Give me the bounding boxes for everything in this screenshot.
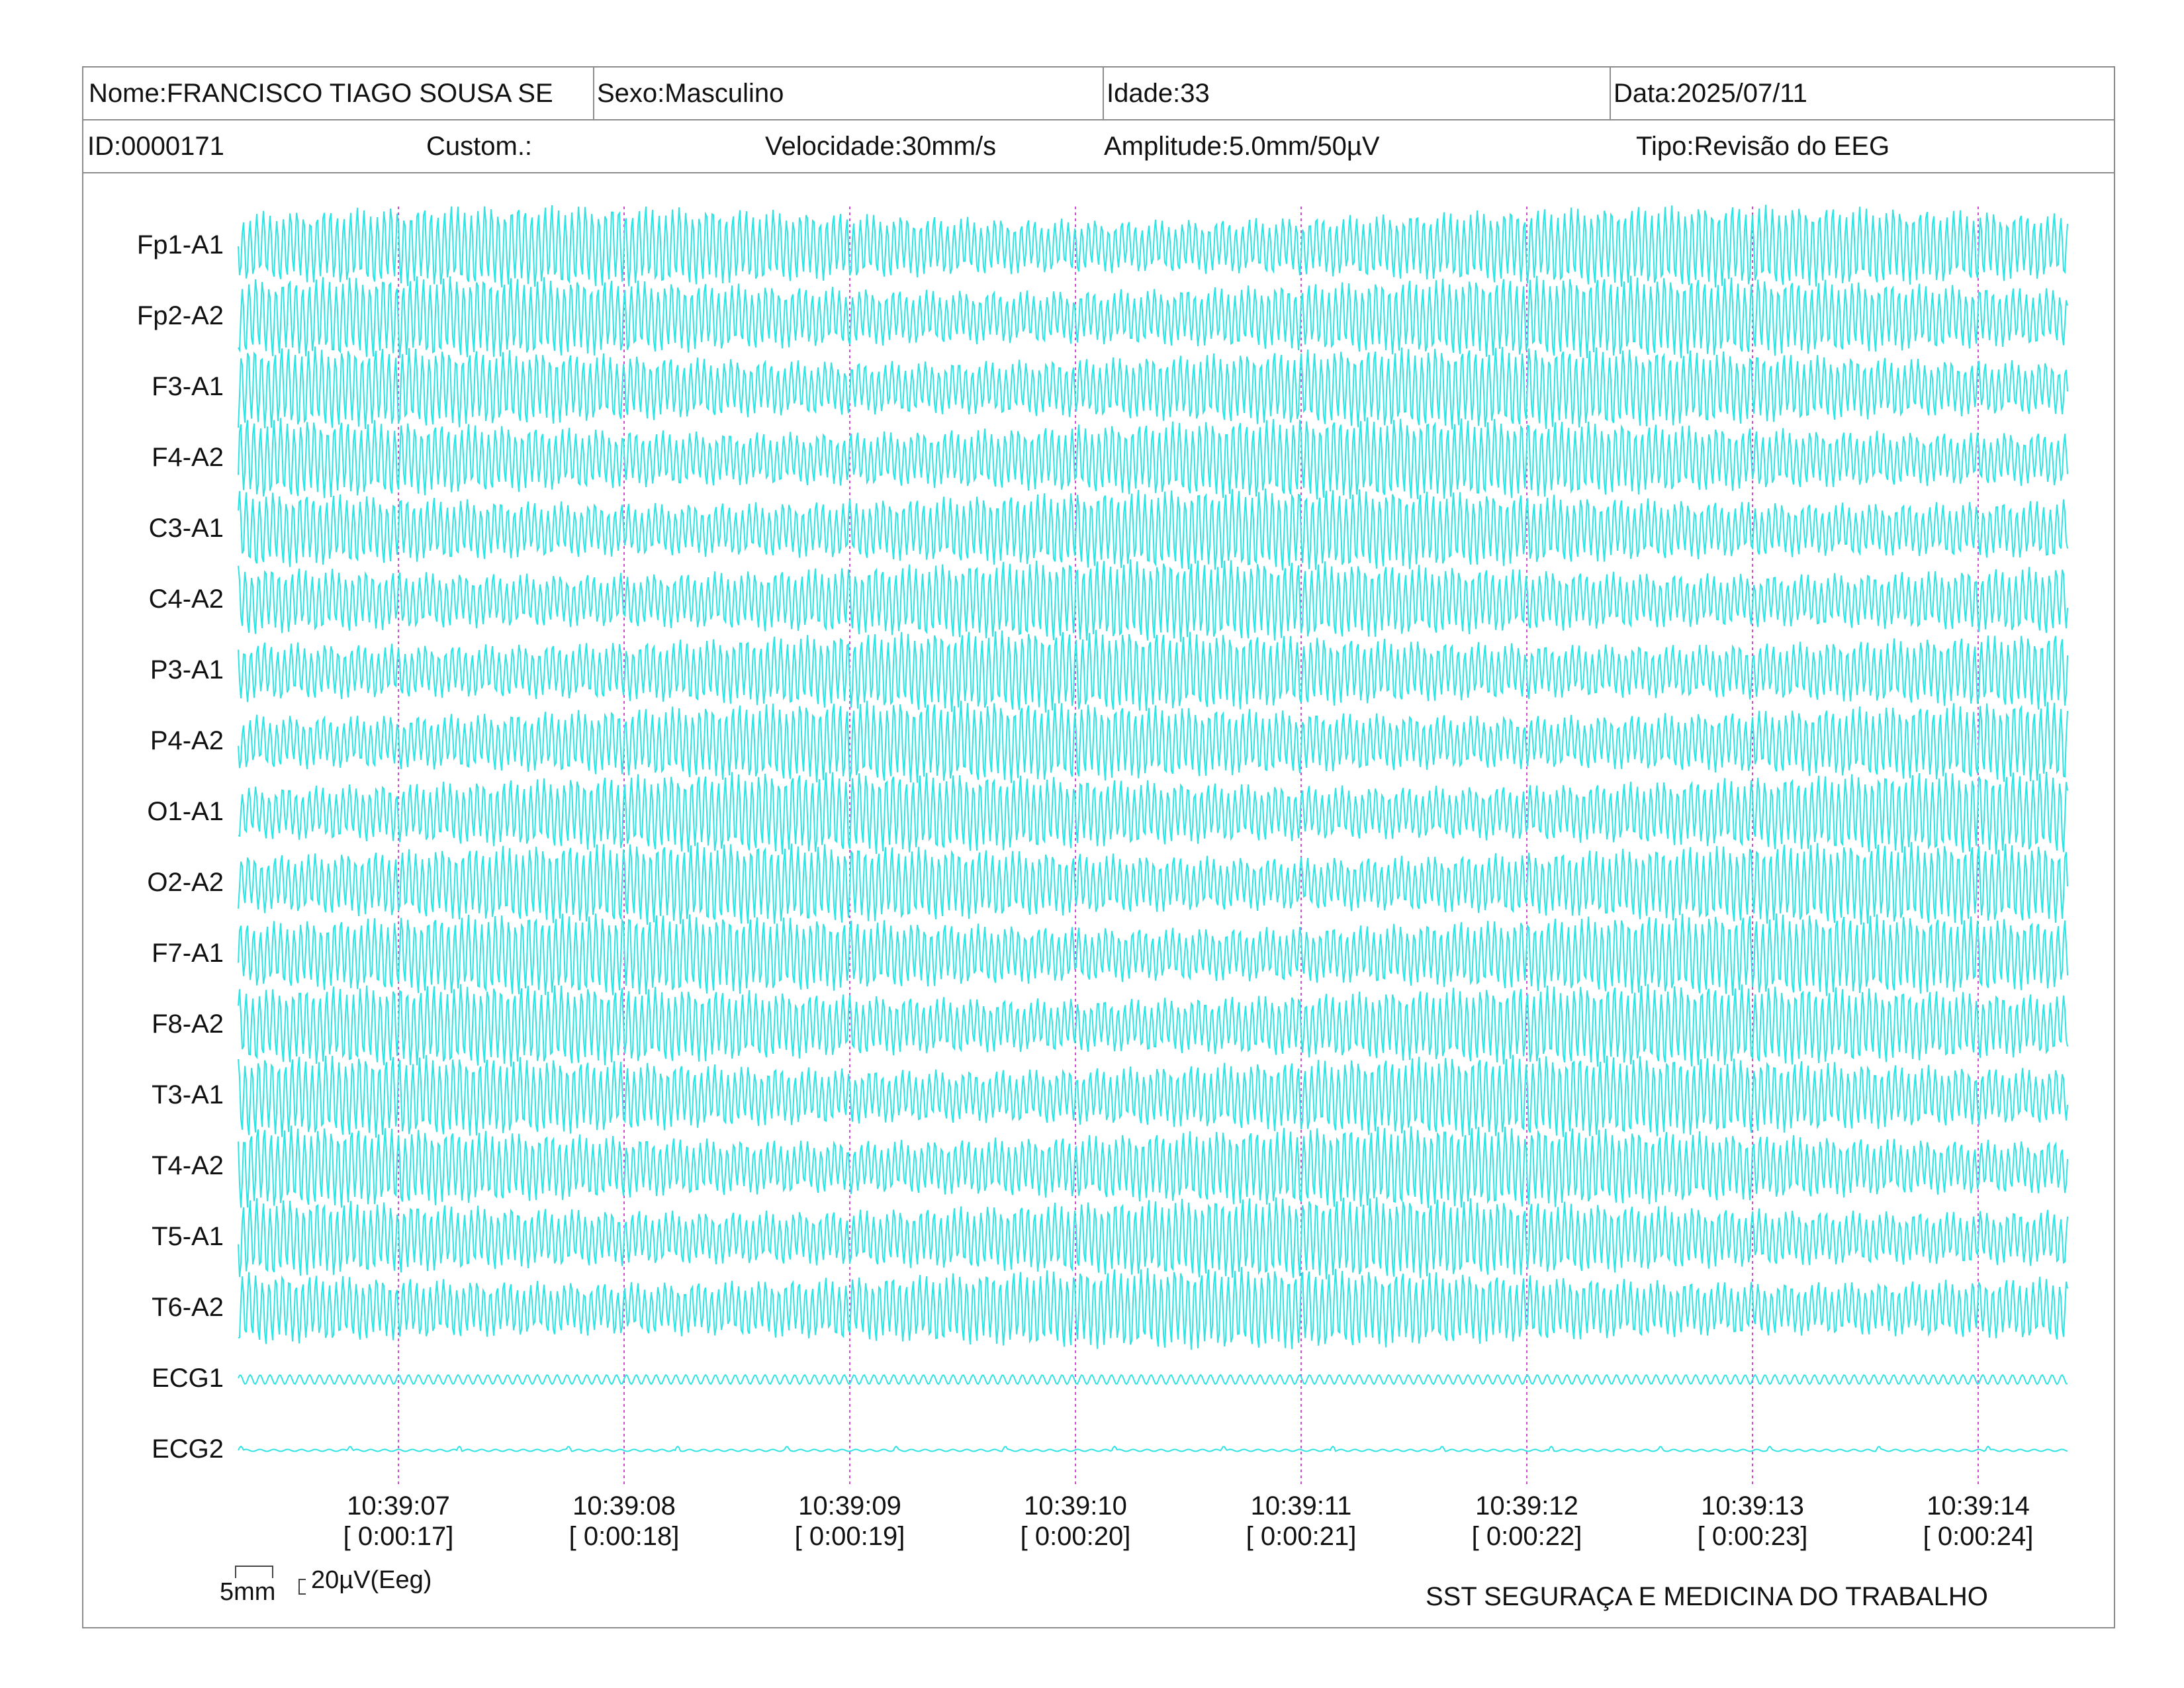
- channel-label: O2-A2: [147, 868, 224, 897]
- channel-label: F4-A2: [152, 443, 224, 472]
- time-mark-label: 10:39:13[ 0:00:23]: [1673, 1491, 1832, 1552]
- channel-label: F8-A2: [152, 1009, 224, 1039]
- time-mark-label: 10:39:11[ 0:00:21]: [1222, 1491, 1381, 1552]
- time-mark-clock: 10:39:14: [1927, 1491, 2030, 1521]
- header-divider: [1103, 68, 1104, 119]
- channel-trace: [238, 489, 2068, 571]
- time-mark-label: 10:39:08[ 0:00:18]: [545, 1491, 704, 1552]
- header-divider: [1610, 68, 1611, 119]
- time-mark-label: 10:39:14[ 0:00:24]: [1899, 1491, 2058, 1552]
- channel-trace: [238, 1374, 2068, 1385]
- time-mark-elapsed: [ 0:00:18]: [569, 1522, 680, 1551]
- time-mark-clock: 10:39:07: [347, 1491, 450, 1521]
- time-mark-label: 10:39:10[ 0:00:20]: [996, 1491, 1155, 1552]
- channel-label: P3-A1: [150, 655, 224, 684]
- channel-label: F7-A1: [152, 939, 224, 968]
- record-date: Data:2025/07/11: [1614, 78, 1807, 108]
- paper-speed: Velocidade:30mm/s: [765, 131, 997, 161]
- time-scale-label: 5mm: [220, 1578, 276, 1606]
- channel-trace: [238, 984, 2068, 1067]
- time-mark-label: 10:39:12[ 0:00:22]: [1447, 1491, 1606, 1552]
- time-mark-clock: 10:39:08: [572, 1491, 676, 1521]
- header-row-recording: ID:0000171 Custom.: Velocidade:30mm/s Am…: [83, 120, 2114, 173]
- channel-trace: [238, 1197, 2068, 1280]
- channel-trace: [238, 559, 2068, 642]
- channel-label: C3-A1: [148, 514, 224, 543]
- channel-trace: [238, 275, 2068, 359]
- amplitude-scale-bar: [298, 1579, 306, 1595]
- channel-trace: [238, 1267, 2068, 1350]
- channel-trace: [238, 205, 2068, 288]
- channel-label: ECG1: [152, 1364, 224, 1393]
- channel-trace: [238, 700, 2068, 783]
- channel-trace: [238, 417, 2068, 500]
- time-scale-bar: [235, 1566, 273, 1578]
- channel-label: T4-A2: [152, 1151, 224, 1180]
- channel-trace: [238, 1125, 2068, 1208]
- channel-label: P4-A2: [150, 726, 224, 755]
- channel-label: F3-A1: [152, 372, 224, 401]
- channel-label: Fp1-A1: [136, 230, 224, 259]
- time-mark-elapsed: [ 0:00:22]: [1471, 1522, 1582, 1551]
- channel-label: T5-A1: [152, 1222, 224, 1251]
- time-mark-label: 10:39:09[ 0:00:19]: [770, 1491, 929, 1552]
- time-mark-elapsed: [ 0:00:24]: [1923, 1522, 2034, 1551]
- time-mark-elapsed: [ 0:00:19]: [794, 1522, 905, 1551]
- channel-label: C4-A2: [148, 585, 224, 614]
- channel-trace: [238, 842, 2068, 925]
- time-mark-clock: 10:39:09: [798, 1491, 901, 1521]
- channel-trace: [238, 913, 2068, 996]
- channel-trace: [238, 772, 2068, 855]
- time-mark-elapsed: [ 0:00:21]: [1246, 1522, 1357, 1551]
- patient-sex: Sexo:Masculino: [597, 78, 784, 108]
- channel-label: T3-A1: [152, 1080, 224, 1109]
- patient-id: ID:0000171: [87, 131, 224, 161]
- organization-name: SST SEGURAÇA E MEDICINA DO TRABALHO: [1426, 1582, 1988, 1611]
- channel-label: O1-A1: [147, 797, 224, 826]
- time-mark-label: 10:39:07[ 0:00:17]: [319, 1491, 478, 1552]
- time-mark-clock: 10:39:13: [1701, 1491, 1804, 1521]
- header-row-patient: Nome:FRANCISCO TIAGO SOUSA SE Sexo:Mascu…: [83, 68, 2114, 120]
- channel-label: Fp2-A2: [136, 301, 224, 330]
- time-mark-clock: 10:39:12: [1475, 1491, 1578, 1521]
- channel-trace: [238, 346, 2068, 430]
- time-mark-clock: 10:39:10: [1024, 1491, 1127, 1521]
- amplitude-setting: Amplitude:5.0mm/50µV: [1104, 131, 1380, 161]
- amplitude-scale-label: 20µV(Eeg): [311, 1566, 432, 1594]
- custom-field: Custom.:: [426, 131, 533, 161]
- time-mark-elapsed: [ 0:00:17]: [343, 1522, 454, 1551]
- time-mark-elapsed: [ 0:00:23]: [1697, 1522, 1808, 1551]
- review-type: Tipo:Revisão do EEG: [1636, 131, 1890, 161]
- eeg-report-sheet: Nome:FRANCISCO TIAGO SOUSA SE Sexo:Mascu…: [82, 66, 2115, 1628]
- channel-label: T6-A2: [152, 1293, 224, 1322]
- time-mark-clock: 10:39:11: [1250, 1491, 1352, 1521]
- channel-trace: [238, 1055, 2068, 1138]
- patient-name: Nome:FRANCISCO TIAGO SOUSA SE: [89, 78, 553, 108]
- patient-age: Idade:33: [1107, 78, 1210, 108]
- header-divider: [593, 68, 594, 119]
- channel-trace: [238, 630, 2068, 713]
- channel-label: ECG2: [152, 1434, 224, 1464]
- channel-trace: [238, 1445, 2068, 1452]
- time-mark-elapsed: [ 0:00:20]: [1020, 1522, 1131, 1551]
